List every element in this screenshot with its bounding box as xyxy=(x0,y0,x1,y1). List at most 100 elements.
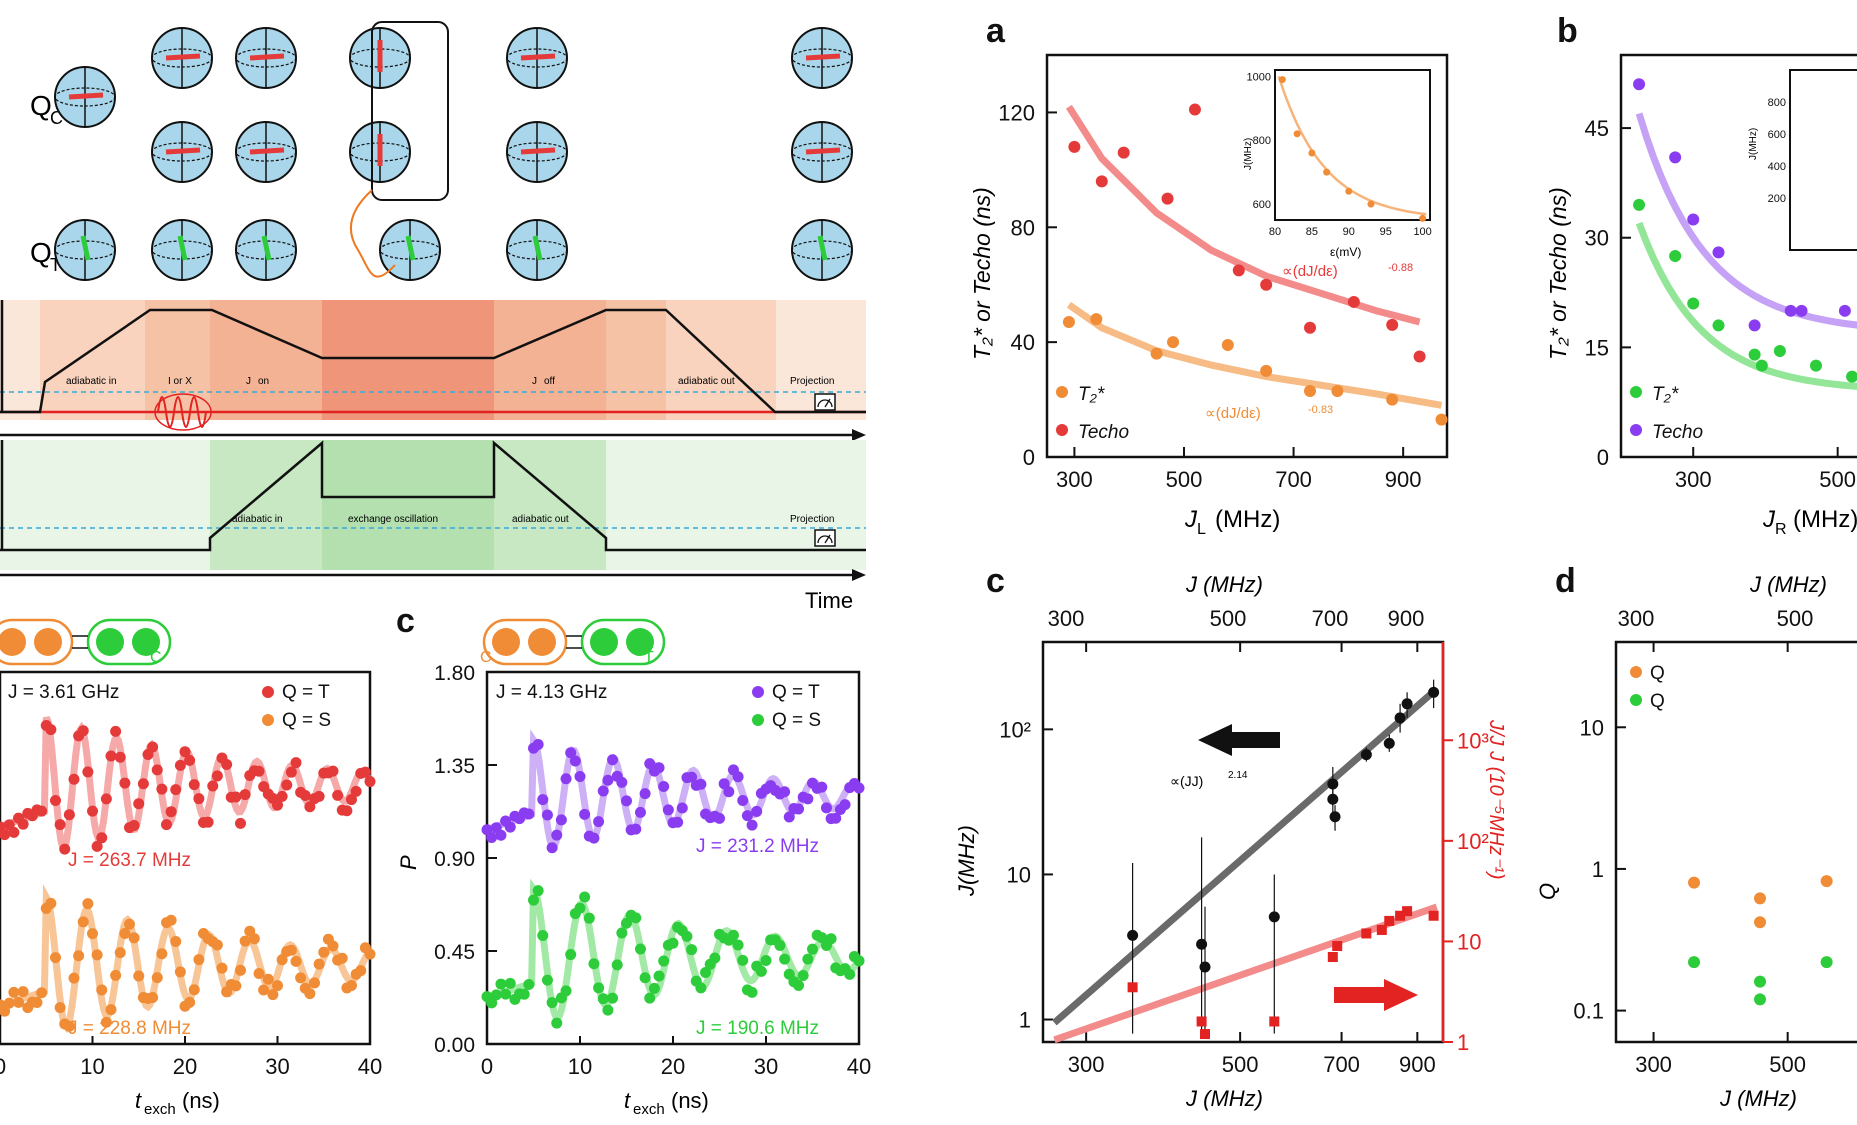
data-point xyxy=(17,818,29,830)
bloch-sphere xyxy=(54,219,116,281)
data-point xyxy=(1633,198,1646,211)
data-point xyxy=(170,936,182,948)
data-point xyxy=(133,798,145,810)
data-point xyxy=(82,766,94,778)
data-point xyxy=(96,832,108,844)
data-point xyxy=(541,809,553,821)
data-point xyxy=(732,939,744,951)
data-point xyxy=(1754,892,1767,905)
data-point xyxy=(1428,686,1440,698)
data-point xyxy=(574,771,586,783)
data-point xyxy=(1161,192,1174,205)
data-point-red xyxy=(1332,941,1343,952)
data-point xyxy=(1221,339,1234,352)
tick-label: 20 xyxy=(661,1054,685,1079)
data-point xyxy=(114,947,126,959)
data-point xyxy=(616,776,628,788)
data-point xyxy=(332,789,344,801)
c-mid-legend-s: Q = S xyxy=(772,710,821,731)
data-point xyxy=(137,778,149,790)
data-point xyxy=(621,917,632,929)
data-point xyxy=(45,897,57,909)
data-point xyxy=(797,969,809,981)
data-point xyxy=(607,992,619,1004)
data-point xyxy=(87,928,98,940)
tick-label: 85 xyxy=(1306,226,1318,238)
highlight-box xyxy=(371,21,449,201)
data-point xyxy=(825,933,837,945)
data-point xyxy=(1846,370,1857,383)
data-point xyxy=(639,788,651,800)
data-point xyxy=(1754,975,1767,988)
c-right-fit-red xyxy=(1053,903,1438,1044)
a-fit-orange-note: ∝(dJ/dε) xyxy=(1205,405,1261,422)
b-xlabel-unit: (MHz) xyxy=(1793,506,1857,533)
bloch-sphere xyxy=(349,27,411,89)
data-point xyxy=(807,943,818,955)
tick-label: 500 xyxy=(1777,606,1814,631)
inset-point xyxy=(1345,187,1353,195)
data-point xyxy=(1669,250,1682,262)
data-point-red xyxy=(1361,928,1372,939)
data-point xyxy=(1268,911,1280,923)
data-point xyxy=(1347,295,1360,308)
data-point xyxy=(560,773,572,785)
c-left-note-orange: J = 228.8 MHz xyxy=(68,1018,191,1039)
d-xlabel-bottom: J (MHz) xyxy=(1719,1086,1797,1111)
data-point xyxy=(1795,304,1808,317)
data-point xyxy=(1127,929,1139,941)
data-point-red xyxy=(1327,952,1338,963)
data-point xyxy=(1688,876,1701,889)
data-point xyxy=(1327,793,1339,805)
data-point xyxy=(1304,321,1317,334)
data-point-red xyxy=(1376,924,1387,935)
data-point xyxy=(188,984,200,996)
data-point xyxy=(1687,297,1700,310)
c-right-xlabel-top: J (MHz) xyxy=(1185,572,1263,597)
bloch-sphere xyxy=(349,121,411,183)
data-point xyxy=(593,982,605,994)
data-point xyxy=(686,944,698,956)
data-point xyxy=(593,816,605,828)
data-point xyxy=(1820,875,1833,888)
data-point xyxy=(630,912,642,924)
data-point xyxy=(63,809,75,821)
bloch-spheres xyxy=(54,27,853,281)
data-point xyxy=(1748,319,1761,332)
data-point xyxy=(96,984,108,996)
data-point xyxy=(0,1005,11,1017)
d-xlabel-top: J (MHz) xyxy=(1749,572,1827,597)
data-point xyxy=(161,819,172,831)
tick-label: 1 xyxy=(1457,1030,1469,1055)
data-point xyxy=(8,826,20,838)
data-point xyxy=(216,962,228,974)
data-point xyxy=(1329,811,1341,823)
data-point xyxy=(551,1017,563,1029)
data-point xyxy=(783,811,795,823)
data-point xyxy=(537,929,549,941)
c-mid-note-green: J = 190.6 MHz xyxy=(696,1018,819,1039)
data-point-red xyxy=(1384,915,1395,926)
svg-text:T: T xyxy=(644,649,654,666)
d-ticks: 300 500 300 500 0.1 1 10 xyxy=(1573,606,1813,1077)
tick-label: 800 xyxy=(1253,135,1271,147)
qt-label: Q xyxy=(30,237,52,268)
data-point-red xyxy=(1196,1016,1207,1027)
data-point xyxy=(541,974,553,986)
bloch-sphere xyxy=(791,121,853,183)
data-point xyxy=(3,997,15,1009)
inset-point xyxy=(1293,130,1301,138)
b-inset-ylabel: J(MHz) xyxy=(1748,128,1759,160)
data-point xyxy=(1167,336,1180,349)
data-point xyxy=(258,984,270,996)
a-legend-t2: T₂* xyxy=(1078,384,1105,405)
data-point xyxy=(1304,384,1317,397)
tick-label: 800 xyxy=(1768,97,1786,109)
b-inset: 800 600 400 200 J(MHz) xyxy=(1748,69,1857,251)
data-point xyxy=(1712,246,1725,259)
tick-label: 40 xyxy=(1011,330,1035,355)
tick-label: 10 xyxy=(1580,715,1604,740)
data-point xyxy=(802,953,814,965)
data-point xyxy=(110,725,122,737)
data-point xyxy=(285,944,297,956)
